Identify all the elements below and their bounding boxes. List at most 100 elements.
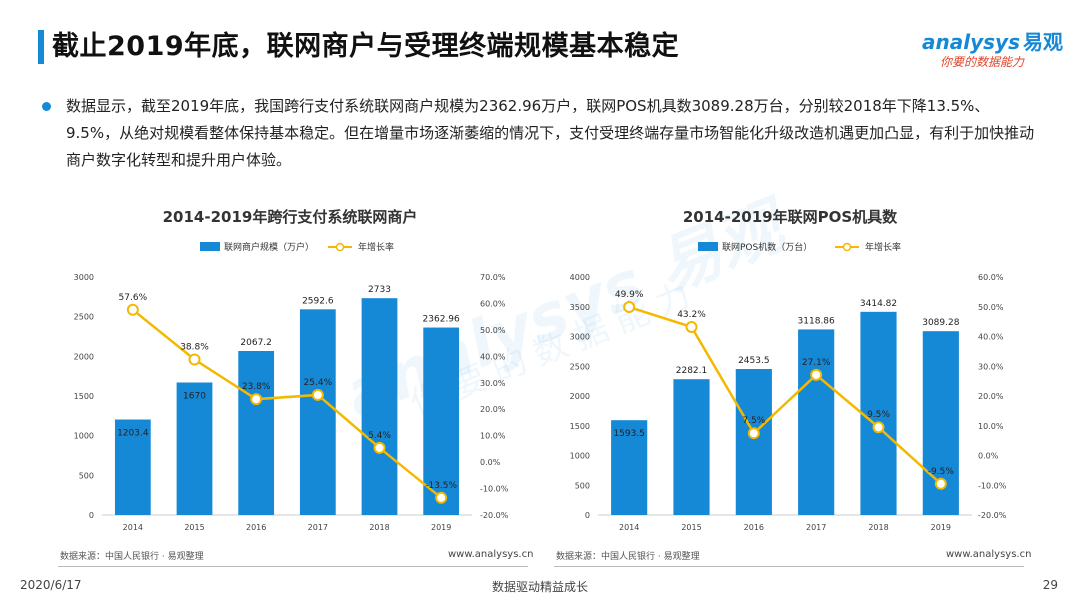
left-axis-tick-label: 0 [585, 511, 590, 520]
growth-rate-label: 9.5% [867, 410, 890, 420]
left-axis-tick-label: 4000 [570, 273, 590, 282]
right-axis-tick-label: -20.0% [480, 511, 509, 520]
bar-value-label: 2733 [368, 285, 391, 295]
chart-2-title: 2014-2019年联网POS机具数 [682, 208, 898, 226]
x-axis-tick-label: 2016 [744, 523, 764, 532]
right-axis-tick-label: 60.0% [978, 273, 1004, 282]
title-accent-bar [38, 30, 44, 64]
bar-value-label: 2067.2 [240, 338, 272, 348]
chart-1-divider [58, 566, 528, 567]
bar [798, 329, 835, 515]
left-axis-tick-label: 2000 [74, 352, 94, 361]
growth-rate-point [872, 421, 885, 434]
growth-rate-point [373, 441, 386, 454]
right-axis-tick-label: 40.0% [480, 352, 506, 361]
chart-1-title: 2014-2019年跨行支付系统联网商户 [162, 208, 418, 226]
legend-line-marker [842, 242, 852, 252]
left-axis-tick-label: 1500 [570, 422, 590, 431]
left-axis-tick-label: 2500 [570, 362, 590, 371]
growth-rate-label: 38.8% [180, 343, 209, 353]
legend-bar-label: 联网POS机数（万台） [722, 241, 812, 253]
growth-rate-point [934, 477, 947, 490]
x-axis-tick-label: 2017 [806, 523, 826, 532]
right-axis-tick-label: 10.0% [978, 422, 1004, 431]
x-axis-tick-label: 2015 [184, 523, 204, 532]
right-axis-tick-label: 60.0% [480, 299, 506, 308]
growth-rate-point [126, 303, 139, 316]
x-axis-tick-label: 2016 [246, 523, 266, 532]
right-axis-tick-label: 40.0% [978, 333, 1004, 342]
x-axis-tick-label: 2017 [308, 523, 328, 532]
right-axis-tick-label: 20.0% [480, 405, 506, 414]
right-axis-tick-label: 20.0% [978, 392, 1004, 401]
page-title: 截止2019年底，联网商户与受理终端规模基本稳定 [52, 31, 680, 62]
right-axis-tick-label: 50.0% [978, 303, 1004, 312]
bar [176, 382, 213, 515]
chart-1-source: 数据来源：中国人民银行 · 易观整理 [60, 552, 204, 562]
analysys-logo: analysys 易观 你要的数据能力 [922, 26, 1063, 70]
left-axis-tick-label: 0 [89, 511, 94, 520]
right-axis-tick-label: 30.0% [978, 362, 1004, 371]
bar-value-label: 3118.86 [798, 316, 835, 326]
left-axis-tick-label: 3000 [570, 333, 590, 342]
x-axis-tick-label: 2015 [681, 523, 701, 532]
growth-rate-label: 57.6% [119, 293, 148, 303]
left-axis-tick-label: 1000 [570, 452, 590, 461]
legend-line-label: 年增长率 [358, 241, 394, 253]
right-axis-tick-label: -10.0% [480, 485, 509, 494]
bar-value-label: 1203.4 [117, 429, 149, 439]
growth-rate-label: 23.8% [242, 382, 271, 392]
growth-rate-point [810, 368, 823, 381]
x-axis-tick-label: 2018 [369, 523, 389, 532]
bar [673, 379, 710, 515]
logo-brand-en: analysys [922, 30, 1020, 54]
right-axis-tick-label: 50.0% [480, 326, 506, 335]
left-axis-tick-label: 500 [79, 471, 94, 480]
chart-1-site: www.analysys.cn [448, 549, 534, 560]
legend-bar-swatch [200, 242, 220, 251]
bar-value-label: 2362.96 [423, 315, 460, 325]
growth-rate-label: 27.1% [802, 358, 831, 368]
x-axis-tick-label: 2018 [868, 523, 888, 532]
page-number: 29 [1042, 578, 1058, 592]
growth-rate-point [311, 388, 324, 401]
growth-rate-label: 43.2% [677, 310, 706, 320]
bar [860, 311, 897, 515]
x-axis-tick-label: 2014 [123, 523, 143, 532]
bar-value-label: 2592.6 [302, 296, 334, 306]
growth-rate-label: -13.5% [425, 481, 457, 491]
x-axis-tick-label: 2019 [431, 523, 451, 532]
bar [238, 351, 275, 515]
right-axis-tick-label: 0.0% [978, 452, 999, 461]
growth-rate-label: 49.9% [615, 290, 644, 300]
growth-rate-point [747, 427, 760, 440]
x-axis-tick-label: 2014 [619, 523, 639, 532]
right-axis-tick-label: -20.0% [978, 511, 1007, 520]
growth-rate-point [435, 491, 448, 504]
bar [735, 369, 772, 515]
legend-line-marker [335, 242, 345, 252]
bullet-dot [42, 102, 51, 111]
summary-text: 数据显示，截至2019年底，我国跨行支付系统联网商户规模为2362.96万户，联… [66, 97, 1035, 169]
left-axis-tick-label: 2000 [570, 392, 590, 401]
legend-bar-label: 联网商户规模（万户） [224, 241, 314, 253]
logo-brand-cn: 易观 [1022, 30, 1063, 54]
left-axis-tick-label: 1000 [74, 432, 94, 441]
pos-chart: 联网POS机数（万台） 年增长率 0 500 1000 1500 2000 2500 3000 3… [570, 241, 1007, 532]
bar-value-label: 3414.82 [860, 299, 897, 309]
legend-bar-swatch [698, 242, 718, 251]
left-axis-tick-label: 1500 [74, 392, 94, 401]
growth-rate-label: 7.5% [742, 416, 765, 426]
legend-line-label: 年增长率 [865, 241, 901, 253]
footer-date: 2020/6/17 [20, 578, 82, 592]
growth-rate-point [188, 353, 201, 366]
left-axis-tick-label: 3000 [74, 273, 94, 282]
logo-slogan: 你要的数据能力 [940, 55, 1025, 69]
chart-2-site: www.analysys.cn [946, 549, 1032, 560]
growth-rate-label: 5.4% [368, 431, 391, 441]
bar-value-label: 3089.28 [922, 318, 959, 328]
chart-2-divider [554, 566, 1024, 567]
left-axis-tick-label: 500 [575, 481, 590, 490]
bar-value-label: 1593.5 [613, 429, 645, 439]
bar [114, 419, 151, 515]
